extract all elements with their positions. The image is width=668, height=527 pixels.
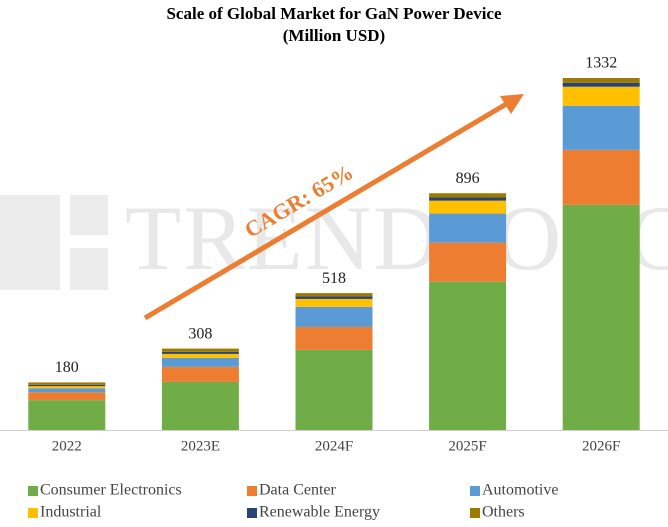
legend-swatch [28, 508, 38, 518]
legend-label: Renewable Energy [259, 504, 380, 521]
arrow-line [143, 100, 510, 321]
bar-segment [28, 400, 106, 430]
bar-segment [295, 326, 373, 350]
x-tick-label: 2025F [448, 438, 486, 454]
bar-segment [429, 197, 507, 201]
bar-segment [562, 78, 640, 83]
total-label: 518 [322, 270, 346, 287]
bar-segment [429, 213, 507, 243]
arrow-head [500, 94, 524, 114]
bars: 180 2022 308 2023E 518 2024F 896 2025F 1332 2026F [28, 55, 640, 454]
bar-segment [28, 392, 106, 401]
x-tick-label: 2022 [52, 438, 82, 454]
bar-segment [295, 296, 373, 299]
legend-swatch [470, 508, 480, 518]
x-tick-label: 2023E [181, 438, 220, 454]
legend-swatch [247, 508, 257, 518]
bar-segment [562, 149, 640, 205]
x-tick-label: 2024F [315, 438, 353, 454]
total-label: 180 [55, 359, 79, 376]
bar-segment [28, 384, 106, 387]
bar-segment [429, 193, 507, 198]
legend-swatch [28, 486, 38, 496]
legend-label: Others [482, 504, 525, 521]
total-label: 1332 [585, 55, 617, 72]
x-tick-label: 2026F [582, 438, 620, 454]
legend: Consumer Electronics Data Center Automotiv… [28, 482, 558, 521]
bar-segment [161, 353, 239, 358]
bar-segment [295, 293, 373, 297]
watermark-logo [70, 248, 108, 290]
bar-segment [28, 388, 106, 393]
bar-segment [562, 86, 640, 106]
bar-segment [429, 242, 507, 282]
bar-segment [161, 381, 239, 430]
watermark-logo [0, 195, 60, 290]
bar-segment [562, 204, 640, 430]
legend-swatch [470, 486, 480, 496]
bar-segment [562, 82, 640, 87]
total-label: 896 [456, 170, 480, 187]
chart-subtitle: (Million USD) [283, 26, 385, 45]
bar-segment [295, 298, 373, 307]
legend-label: Consumer Electronics [40, 482, 182, 499]
bar-segment [562, 105, 640, 150]
bar-segment [161, 348, 239, 352]
bar-segment [161, 366, 239, 382]
bar-segment [295, 306, 373, 327]
bar-segment [429, 281, 507, 430]
chart-title: Scale of Global Market for GaN Power Dev… [166, 4, 501, 23]
watermark-logo [70, 195, 108, 235]
legend-label: Industrial [40, 504, 102, 521]
legend-label: Data Center [259, 482, 337, 499]
total-label: 308 [188, 325, 212, 342]
bar-segment [429, 200, 507, 214]
bar-segment [28, 382, 106, 385]
bar-segment [295, 349, 373, 430]
bar-segment [161, 351, 239, 354]
legend-swatch [247, 486, 257, 496]
bar-segment [161, 357, 239, 367]
bar-segment [28, 386, 106, 389]
legend-label: Automotive [482, 482, 558, 499]
